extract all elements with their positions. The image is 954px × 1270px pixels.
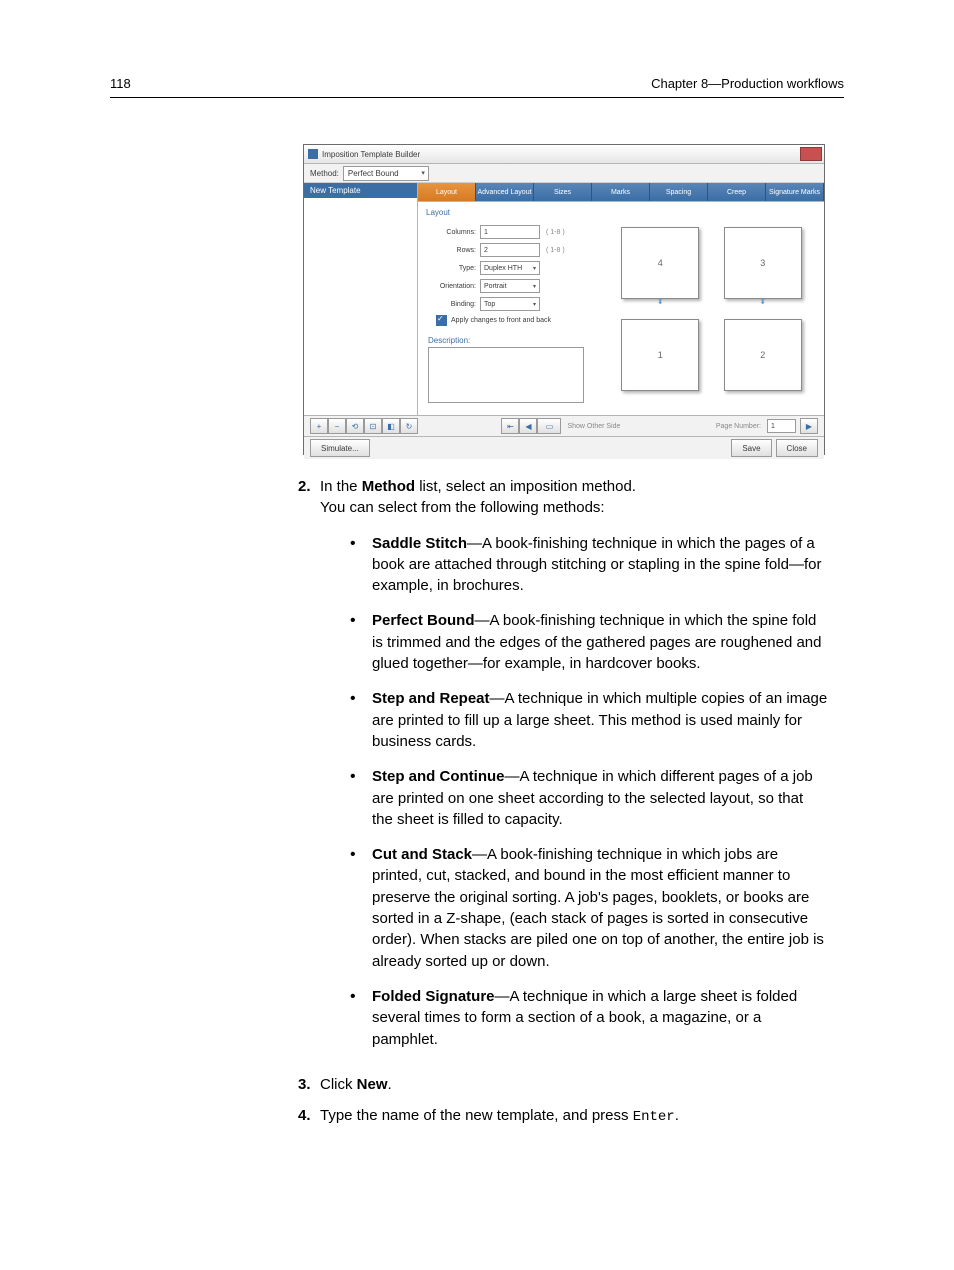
- tb-add-button[interactable]: +: [310, 418, 328, 434]
- binding-select[interactable]: Top: [480, 297, 540, 311]
- tab-advanced-layout[interactable]: Advanced Layout: [476, 183, 534, 201]
- step-number: 4.: [298, 1105, 320, 1128]
- method-label: Method:: [310, 169, 339, 178]
- step2-line2: You can select from the following method…: [320, 497, 828, 518]
- rows-input[interactable]: 2: [480, 243, 540, 257]
- tb-remove-button[interactable]: −: [328, 418, 346, 434]
- method-value: Perfect Bound: [348, 169, 399, 178]
- description-label: Description:: [428, 336, 591, 345]
- simulate-button[interactable]: Simulate...: [310, 439, 370, 457]
- step3-text: Click New.: [320, 1074, 828, 1095]
- nav-first-button[interactable]: ⇤: [501, 418, 519, 434]
- page-number: 118: [110, 76, 131, 91]
- chapter-title: Chapter 8—Production workflows: [651, 76, 844, 91]
- orientation-label: Orientation:: [426, 283, 476, 290]
- columns-hint: ( 1-8 ): [546, 229, 565, 236]
- step-number: 3.: [298, 1074, 320, 1095]
- close-icon[interactable]: [800, 147, 822, 161]
- page-number-label: Page Number:: [716, 423, 761, 430]
- body-content: 2. In the Method list, select an imposit…: [298, 476, 828, 1138]
- bullet-step-and-continue: Step and Continue—A technique in which d…: [350, 766, 828, 830]
- header-rule: [110, 97, 844, 98]
- tab-signature-marks[interactable]: Signature Marks: [766, 183, 824, 201]
- apply-label: Apply changes to front and back: [451, 317, 551, 324]
- preview-page: 2: [724, 319, 802, 391]
- type-label: Type:: [426, 265, 476, 272]
- method-select[interactable]: Perfect Bound: [343, 166, 429, 181]
- columns-label: Columns:: [426, 229, 476, 236]
- bullet-perfect-bound: Perfect Bound—A book-finishing technique…: [350, 610, 828, 674]
- tabs: Layout Advanced Layout Sizes Marks Spaci…: [418, 183, 824, 201]
- template-tree: New Template: [304, 183, 418, 415]
- bullet-saddle-stitch: Saddle Stitch—A book-finishing technique…: [350, 533, 828, 597]
- screenshot-window: Imposition Template Builder Method: Perf…: [303, 144, 825, 455]
- tb-refresh-button[interactable]: ↻: [400, 418, 418, 434]
- method-bullets: Saddle Stitch—A book-finishing technique…: [350, 533, 828, 1050]
- tab-creep[interactable]: Creep: [708, 183, 766, 201]
- step-number: 2.: [298, 476, 320, 1064]
- layout-section-label: Layout: [426, 208, 591, 217]
- rows-hint: ( 1-8 ): [546, 247, 565, 254]
- save-button[interactable]: Save: [731, 439, 771, 457]
- page-number-input[interactable]: 1: [767, 419, 796, 433]
- tab-marks[interactable]: Marks: [592, 183, 650, 201]
- bullet-step-and-repeat: Step and Repeat—A technique in which mul…: [350, 688, 828, 752]
- binding-label: Binding:: [426, 301, 476, 308]
- app-icon: [308, 149, 318, 159]
- go-button[interactable]: ▶: [800, 418, 818, 434]
- apply-checkbox[interactable]: [436, 315, 447, 326]
- toolbar: + − ⟲ ⊡ ◧ ↻ ⇤ ◀ ▭ Show Other Side Page N…: [304, 415, 824, 436]
- step4-text: Type the name of the new template, and p…: [320, 1105, 828, 1128]
- tb-rotate-button[interactable]: ⟲: [346, 418, 364, 434]
- bullet-cut-and-stack: Cut and Stack—A book-finishing technique…: [350, 844, 828, 972]
- tab-layout[interactable]: Layout: [418, 183, 476, 201]
- bullet-folded-signature: Folded Signature—A technique in which a …: [350, 986, 828, 1050]
- description-textarea[interactable]: [428, 347, 584, 403]
- tree-item-new-template[interactable]: New Template: [304, 183, 417, 198]
- show-other-side-label: Show Other Side: [567, 423, 620, 430]
- columns-input[interactable]: 1: [480, 225, 540, 239]
- titlebar: Imposition Template Builder: [304, 145, 824, 164]
- preview-page: 3⬍: [724, 227, 802, 299]
- preview-page: 4⬍: [621, 227, 699, 299]
- tab-spacing[interactable]: Spacing: [650, 183, 708, 201]
- type-select[interactable]: Duplex HTH: [480, 261, 540, 275]
- preview-page: 1: [621, 319, 699, 391]
- tb-flip-button[interactable]: ◧: [382, 418, 400, 434]
- tb-view-button[interactable]: ⊡: [364, 418, 382, 434]
- preview-area: 4⬍ 1 3⬍ 2: [599, 202, 824, 415]
- orientation-select[interactable]: Portrait: [480, 279, 540, 293]
- tab-sizes[interactable]: Sizes: [534, 183, 592, 201]
- nav-prev-button[interactable]: ◀: [519, 418, 537, 434]
- bottom-row: Simulate... Save Close: [304, 436, 824, 459]
- window-title: Imposition Template Builder: [322, 150, 420, 159]
- step2-line1: In the Method list, select an imposition…: [320, 476, 828, 497]
- close-button[interactable]: Close: [776, 439, 818, 457]
- method-row: Method: Perfect Bound: [304, 164, 824, 183]
- rows-label: Rows:: [426, 247, 476, 254]
- nav-page-button[interactable]: ▭: [537, 418, 561, 434]
